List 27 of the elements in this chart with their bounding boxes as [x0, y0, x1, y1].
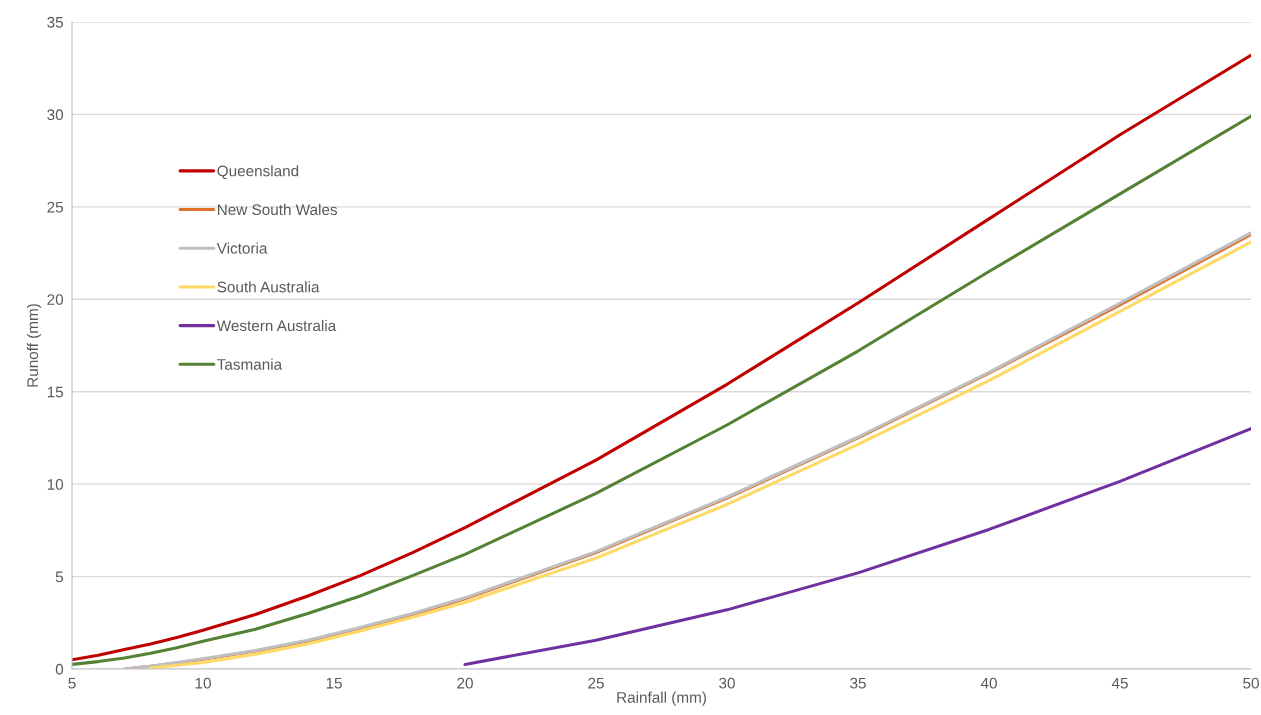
legend-label: Western Australia — [216, 319, 337, 332]
x-tick-label: 35 — [850, 677, 866, 689]
legend-label: New South Wales — [217, 203, 338, 216]
y-axis-title: Runoff (mm) — [26, 304, 42, 387]
y-tick-label: 0 — [55, 663, 64, 675]
y-tick-label: 5 — [55, 571, 64, 583]
y-tick-label: 30 — [47, 109, 64, 121]
legend-label: Tasmania — [217, 358, 283, 370]
y-tick-label: 15 — [47, 386, 64, 398]
x-tick-label: 40 — [980, 677, 997, 689]
legend-label: Victoria — [216, 242, 268, 254]
y-tick-label: 20 — [47, 294, 64, 305]
y-tick-label: 25 — [47, 201, 64, 213]
line-series — [463, 427, 1251, 666]
legend-label: South Australia — [217, 281, 320, 293]
legend-label: Queensland — [217, 165, 299, 180]
x-tick-label: 50 — [1243, 677, 1259, 689]
y-tick-label: 35 — [47, 16, 64, 28]
x-tick-label: 15 — [326, 677, 342, 689]
x-tick-label: 25 — [588, 677, 604, 689]
x-axis-title: Rainfall (mm) — [617, 691, 706, 706]
x-tick-label: 20 — [457, 677, 473, 689]
x-tick-label: 30 — [719, 677, 735, 689]
x-tick-label: 45 — [1111, 677, 1128, 689]
y-tick-label: 10 — [47, 479, 64, 490]
x-tick-label: 10 — [195, 677, 211, 689]
x-tick-label: 5 — [68, 677, 76, 689]
